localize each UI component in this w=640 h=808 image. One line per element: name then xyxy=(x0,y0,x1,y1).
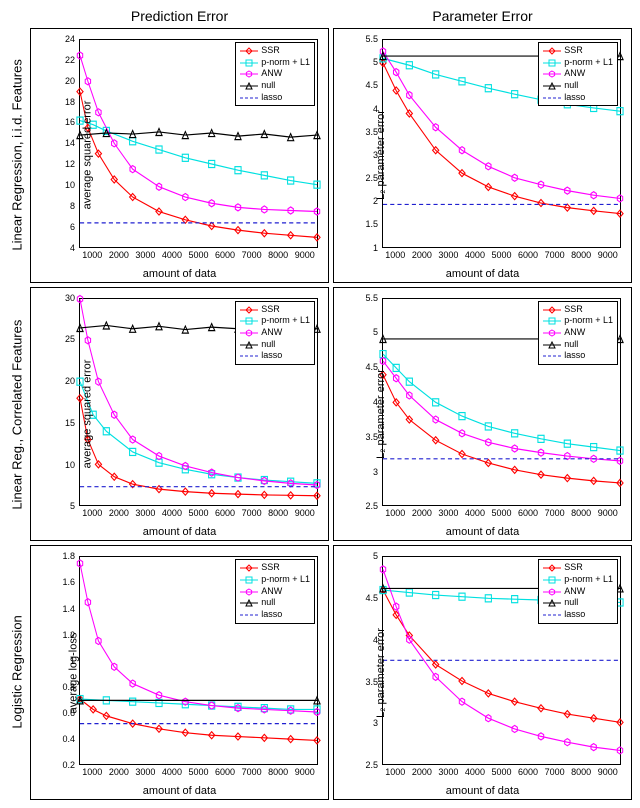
y-ticks: 11.522.533.544.555.5 xyxy=(352,39,380,248)
x-axis-label: amount of data xyxy=(446,268,519,280)
plot-area: SSRp-norm + L1ANWnulllasso xyxy=(79,39,318,248)
chart-panel: SSRp-norm + L1ANWnulllasso L₂ parameter … xyxy=(333,287,632,542)
x-axis-label: amount of data xyxy=(143,785,216,797)
y-ticks: 2.533.544.555.5 xyxy=(352,298,380,507)
y-axis-label: average squared error xyxy=(81,101,93,210)
chart-panel: SSRp-norm + L1ANWnulllasso L₂ parameter … xyxy=(333,28,632,283)
legend: SSRp-norm + L1ANWnulllasso xyxy=(538,42,618,106)
col-header-2: Parameter Error xyxy=(333,8,632,24)
legend: SSRp-norm + L1ANWnulllasso xyxy=(538,301,618,365)
x-axis-label: amount of data xyxy=(446,526,519,538)
x-ticks: 100020003000400050006000700080009000 xyxy=(79,508,318,518)
row-header: Logistic Regression xyxy=(8,545,26,800)
plot-area: SSRp-norm + L1ANWnulllasso xyxy=(382,556,621,765)
chart-panel: SSRp-norm + L1ANWnulllasso average squar… xyxy=(30,287,329,542)
x-ticks: 100020003000400050006000700080009000 xyxy=(382,767,621,777)
x-ticks: 100020003000400050006000700080009000 xyxy=(79,250,318,260)
x-ticks: 100020003000400050006000700080009000 xyxy=(382,508,621,518)
chart-panel: SSRp-norm + L1ANWnulllasso L₂ parameter … xyxy=(333,545,632,800)
row-header: Linear Regression, i.i.d. Features xyxy=(8,28,26,283)
x-axis-label: amount of data xyxy=(143,526,216,538)
y-ticks: 51015202530 xyxy=(49,298,77,507)
chart-grid: Prediction Error Parameter Error Linear … xyxy=(8,8,632,800)
col-header-1: Prediction Error xyxy=(30,8,329,24)
x-axis-label: amount of data xyxy=(143,268,216,280)
legend: SSRp-norm + L1ANWnulllasso xyxy=(235,301,315,365)
chart-panel: SSRp-norm + L1ANWnulllasso average squar… xyxy=(30,28,329,283)
y-ticks: 2.533.544.55 xyxy=(352,556,380,765)
legend: SSRp-norm + L1ANWnulllasso xyxy=(235,559,315,623)
y-ticks: 0.20.40.60.811.21.41.61.8 xyxy=(49,556,77,765)
plot-area: SSRp-norm + L1ANWnulllasso xyxy=(79,298,318,507)
legend: SSRp-norm + L1ANWnulllasso xyxy=(538,559,618,623)
x-ticks: 100020003000400050006000700080009000 xyxy=(382,250,621,260)
y-axis-label: average squared error xyxy=(81,360,93,469)
plot-area: SSRp-norm + L1ANWnulllasso xyxy=(382,39,621,248)
plot-area: SSRp-norm + L1ANWnulllasso xyxy=(382,298,621,507)
x-ticks: 100020003000400050006000700080009000 xyxy=(79,767,318,777)
y-ticks: 4681012141618202224 xyxy=(49,39,77,248)
row-header: Linear Reg., Correlated Features xyxy=(8,287,26,542)
plot-area: SSRp-norm + L1ANWnulllasso xyxy=(79,556,318,765)
chart-panel: SSRp-norm + L1ANWnulllasso average log-l… xyxy=(30,545,329,800)
x-axis-label: amount of data xyxy=(446,785,519,797)
legend: SSRp-norm + L1ANWnulllasso xyxy=(235,42,315,106)
